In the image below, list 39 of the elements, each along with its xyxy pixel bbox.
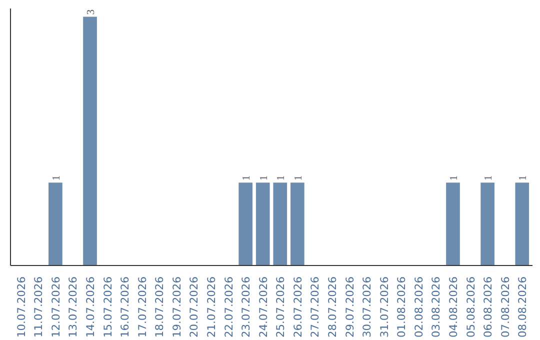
- x-tick-label: 15.07.2026: [101, 276, 114, 338]
- x-tick-label: 26.07.2026: [291, 276, 304, 338]
- x-tick-label: 31.07.2026: [378, 276, 391, 338]
- data-label: 1: [518, 175, 530, 181]
- x-tick-label: 25.07.2026: [274, 276, 288, 338]
- data-label: 1: [242, 175, 253, 181]
- x-tick-label: 06.08.2026: [482, 276, 495, 338]
- x-tick-label: 04.08.2026: [446, 276, 460, 338]
- x-tick-label: 20.07.2026: [188, 276, 201, 338]
- x-tick-label: 08.08.2026: [516, 276, 530, 338]
- x-tick-label: 16.07.2026: [118, 276, 132, 338]
- x-tick-label: 22.07.2026: [222, 276, 236, 338]
- x-tick-label: 14.07.2026: [84, 276, 98, 338]
- x-tick-label: 23.07.2026: [240, 276, 253, 338]
- x-tick-label: 27.07.2026: [308, 276, 322, 338]
- x-tick-label: 30.07.2026: [360, 276, 374, 338]
- data-label: 1: [276, 175, 288, 181]
- data-label: 3: [86, 9, 98, 15]
- data-label: 1: [51, 175, 62, 181]
- x-tick-label: 11.07.2026: [32, 276, 46, 338]
- x-tick-label: 18.07.2026: [153, 276, 166, 338]
- x-tick-label: 13.07.2026: [66, 276, 80, 338]
- data-label: 1: [258, 175, 270, 181]
- data-label: 1: [484, 175, 495, 181]
- data-label: 1: [448, 175, 460, 181]
- x-tick-label: 05.08.2026: [464, 276, 478, 338]
- x-tick-label: 03.08.2026: [430, 276, 443, 338]
- x-tick-label: 24.07.2026: [256, 276, 270, 338]
- data-label: 1: [293, 175, 304, 181]
- x-tick-label: 02.08.2026: [412, 276, 426, 338]
- x-tick-label: 01.08.2026: [395, 276, 408, 338]
- x-tick-label: 28.07.2026: [326, 276, 339, 338]
- x-tick-label: 12.07.2026: [49, 276, 62, 338]
- x-tick-label: 29.07.2026: [343, 276, 356, 338]
- x-tick-label: 21.07.2026: [205, 276, 218, 338]
- x-tick-label: 17.07.2026: [136, 276, 149, 338]
- x-tick-label: 19.07.2026: [170, 276, 184, 338]
- x-tick-label: 10.07.2026: [14, 276, 28, 338]
- x-tick-label: 07.08.2026: [498, 276, 512, 338]
